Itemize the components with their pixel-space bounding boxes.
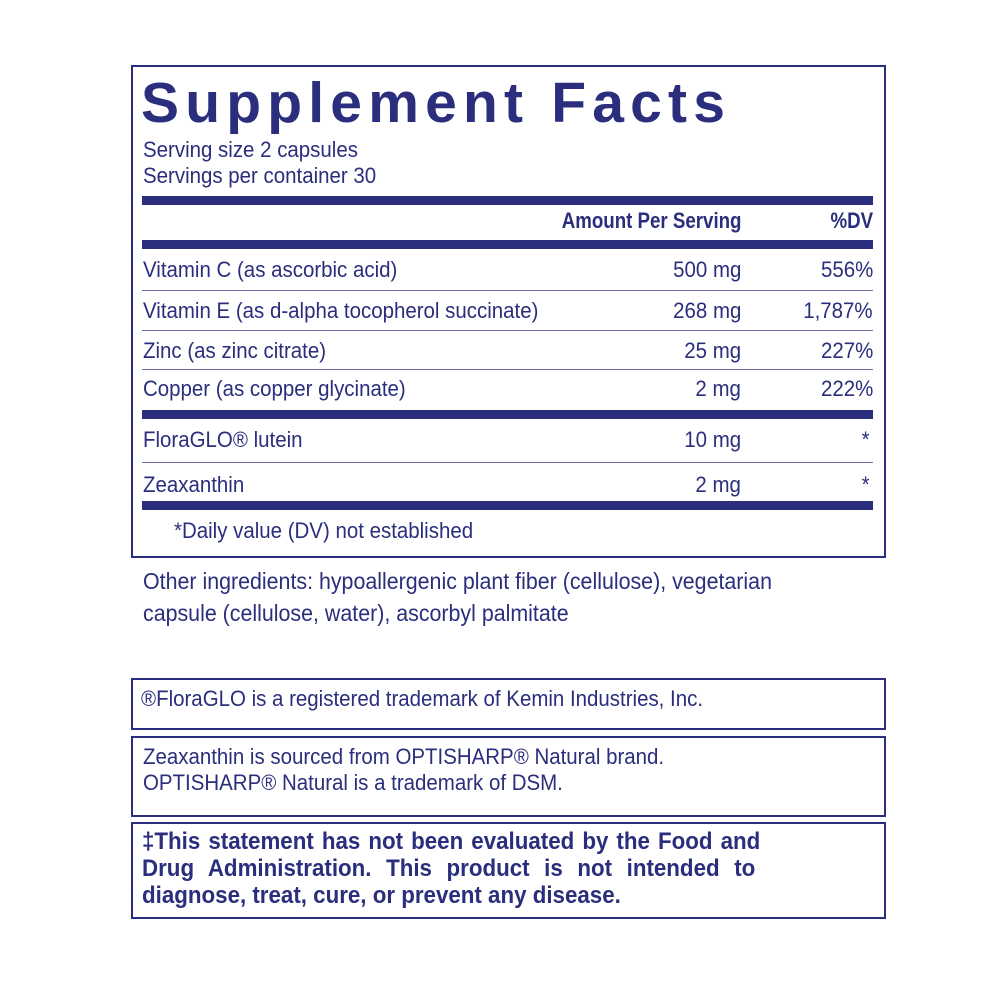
header-amount: Amount Per Serving [561,208,741,233]
row-name: Zeaxanthin [143,472,245,497]
divider [142,501,873,510]
row-divider [142,462,873,463]
row-name: Vitamin E (as d-alpha tocopherol succina… [143,298,539,323]
row-amount: 2 mg [695,376,741,401]
row-amount: 10 mg [684,427,741,452]
row-dv: * [862,427,870,452]
row-amount: 268 mg [672,298,741,323]
row-name: Vitamin C (as ascorbic acid) [143,257,398,282]
divider [142,196,873,205]
row-dv: * [862,472,870,497]
row-name: FloraGLO® lutein [143,427,303,452]
supplement-facts-panel [131,65,886,558]
disclaimer-line: diagnose, treat, cure, or prevent any di… [142,882,621,909]
dv-footnote: *Daily value (DV) not established [174,518,474,543]
trademark-box [131,678,886,730]
row-amount: 25 mg [684,338,741,363]
disclaimer-line: Drug Administration. This product is not… [142,855,756,882]
servings-per-container: Servings per container 30 [143,163,377,188]
row-name: Copper (as copper glycinate) [143,376,406,401]
row-divider [142,290,873,291]
disclaimer-line: ‡This statement has not been evaluated b… [142,828,761,855]
divider [142,410,873,419]
row-dv: 222% [820,376,873,401]
row-amount: 2 mg [695,472,741,497]
row-dv: 556% [820,257,873,282]
other-ingredients-line: capsule (cellulose, water), ascorbyl pal… [143,600,569,626]
panel-title: Supplement Facts [141,71,732,135]
row-name: Zinc (as zinc citrate) [143,338,327,363]
divider [142,240,873,249]
row-dv: 1,787% [803,298,873,323]
trademark-optisharp: OPTISHARP® Natural is a trademark of DSM… [143,770,563,795]
row-divider [142,330,873,331]
row-dv: 227% [820,338,873,363]
row-divider [142,369,873,370]
trademark-optisharp: Zeaxanthin is sourced from OPTISHARP® Na… [143,744,665,769]
serving-size: Serving size 2 capsules [143,137,358,162]
header-dv: %DV [830,208,873,233]
other-ingredients-line: Other ingredients: hypoallergenic plant … [143,568,772,594]
trademark-box [131,736,886,817]
trademark-floraglo: ®FloraGLO is a registered trademark of K… [141,686,704,711]
row-amount: 500 mg [672,257,741,282]
disclaimer-box [131,822,886,919]
